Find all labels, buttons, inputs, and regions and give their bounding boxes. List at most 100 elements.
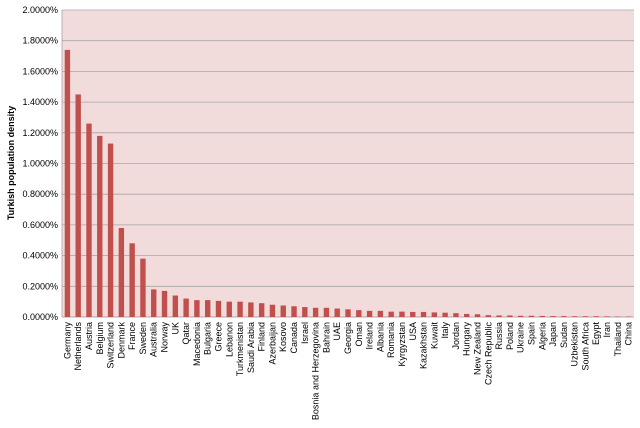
x-tick-label: Albania (375, 322, 385, 352)
x-tick-label: Iran (602, 322, 612, 338)
x-tick-label: Greece (213, 322, 223, 352)
bar (539, 315, 545, 317)
x-tick-label: Bosnia and Herzegovina (311, 322, 321, 420)
x-tick-label: Lebanon (224, 322, 234, 357)
bar (161, 290, 168, 317)
bar (431, 312, 438, 317)
y-tick-label: 1.6000% (22, 66, 58, 76)
bar (474, 314, 481, 317)
y-tick-label: 0.4000% (22, 251, 58, 261)
x-tick-label: UAE (332, 322, 342, 341)
bar (248, 302, 254, 317)
y-tick-label: 0.8000% (22, 189, 58, 199)
x-tick-label: Uzbekistan (570, 322, 580, 367)
y-tick-label: 0.0000% (22, 312, 58, 322)
x-tick-label: Egypt (591, 322, 601, 346)
bar (517, 315, 524, 317)
bar (151, 289, 157, 317)
bar (280, 305, 286, 317)
x-tick-label: Kosovo (278, 322, 288, 352)
bar (507, 315, 513, 317)
bar (593, 316, 599, 317)
x-tick-label: France (127, 322, 137, 350)
x-tick-label: Japan (548, 322, 558, 347)
x-tick-label: Czech Republic (483, 322, 493, 386)
x-tick-label: USA (408, 322, 418, 341)
x-tick-label: Qatar (181, 322, 191, 345)
x-tick-label: Italy (440, 322, 450, 339)
x-tick-label: Norway (160, 322, 170, 353)
x-tick-label: Denmark (116, 322, 126, 359)
bar (377, 310, 384, 317)
y-tick-label: 1.0000% (22, 159, 58, 169)
bar (118, 227, 125, 317)
x-tick-label: Switzerland (106, 322, 116, 369)
bar (269, 304, 276, 317)
bar (582, 316, 589, 317)
bar (215, 300, 222, 317)
y-tick-label: 2.0000% (22, 5, 58, 15)
bar (129, 243, 135, 317)
x-tick-label: Oman (354, 322, 364, 347)
x-tick-label: Canada (289, 322, 299, 354)
y-tick-label: 1.2000% (22, 128, 58, 138)
x-tick-label: China (624, 322, 634, 346)
x-tick-label: Thailand (613, 322, 623, 357)
bar (312, 307, 319, 317)
x-tick-label: Sweden (138, 322, 148, 355)
x-tick-label: Spain (526, 322, 536, 345)
bar (258, 303, 265, 317)
bar (86, 123, 92, 317)
bar (571, 316, 578, 317)
x-tick-label: Sudan (559, 322, 569, 348)
y-axis-label: Turkish population density (6, 106, 16, 220)
x-tick-label: Georgia (343, 322, 353, 354)
x-tick-label: Azerbaijan (267, 322, 277, 365)
bar (183, 298, 189, 317)
x-tick-label: Macedonia (192, 322, 202, 366)
x-tick-label: Bulgaria (203, 322, 213, 355)
x-tick-label: Kazakhstan (419, 322, 429, 369)
x-tick-label: New Zealand (473, 322, 483, 375)
bar (442, 312, 448, 317)
bar (550, 316, 556, 317)
x-tick-label: Turkmenistan (235, 322, 245, 376)
x-tick-label: Austria (84, 322, 94, 350)
bar (237, 301, 243, 317)
y-tick-label: 1.4000% (22, 97, 58, 107)
bar (172, 295, 179, 317)
bar (291, 306, 297, 317)
x-tick-label: Kuwait (429, 322, 439, 350)
bar (399, 311, 405, 317)
bar (107, 143, 114, 317)
bar (464, 313, 470, 317)
x-tick-label: Hungary (462, 322, 472, 357)
bar (302, 307, 308, 317)
bar (356, 310, 362, 317)
x-tick-label: Saudi Arabia (246, 322, 256, 373)
bar (226, 301, 232, 317)
bar (528, 315, 535, 317)
x-tick-label: Russia (494, 322, 504, 350)
x-tick-label: Poland (505, 322, 515, 350)
x-tick-label: Kyrgyzstan (397, 322, 407, 367)
bar (561, 316, 567, 317)
x-tick-label: Ukraine (516, 322, 526, 353)
bar (496, 315, 502, 317)
x-tick-label: Ireland (365, 322, 375, 350)
bar (420, 311, 427, 317)
x-tick-label: Bahrain (321, 322, 331, 353)
x-tick-label: Jordan (451, 322, 461, 350)
y-tick-label: 1.8000% (22, 36, 58, 46)
bar (388, 311, 394, 317)
y-tick-label: 0.2000% (22, 281, 58, 291)
bar (410, 311, 416, 317)
bar (366, 310, 373, 317)
x-tick-label: UK (170, 322, 180, 335)
x-tick-label: Israel (300, 322, 310, 344)
bar (75, 94, 81, 317)
bar (453, 313, 459, 317)
bar (485, 315, 491, 317)
x-tick-label: Romania (386, 322, 396, 358)
